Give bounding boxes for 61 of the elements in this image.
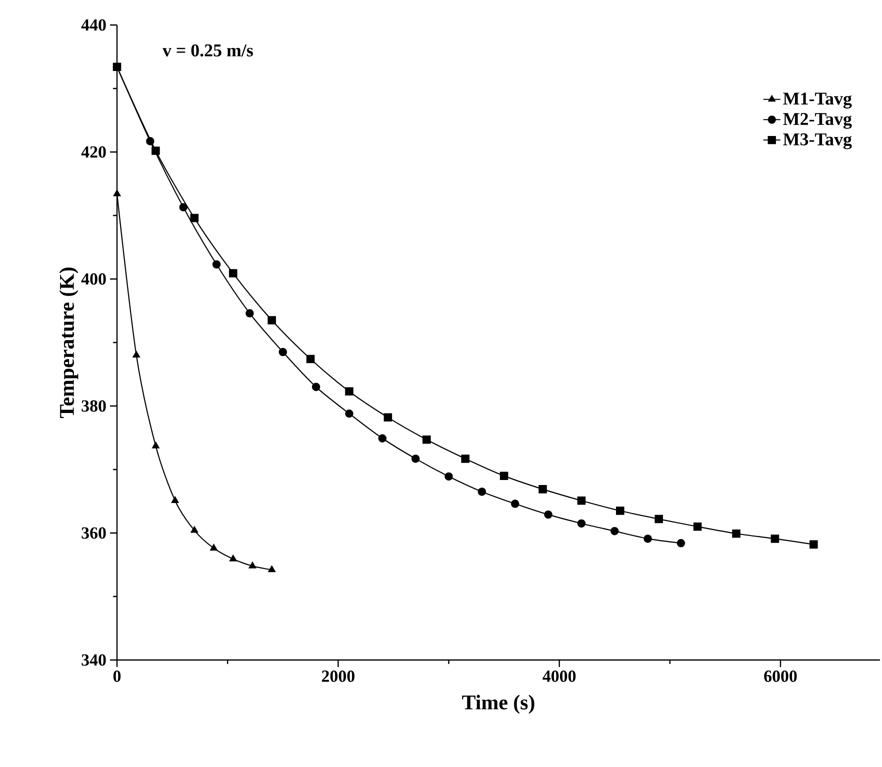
x-tick-label: 6000 — [764, 670, 797, 682]
point — [577, 519, 586, 528]
x-tick-label: 4000 — [542, 670, 576, 682]
legend-label: M2-Tavg — [783, 112, 852, 129]
y-tick-label: 420 — [81, 146, 106, 158]
point — [732, 529, 740, 538]
x-tick-label: 0 — [113, 670, 121, 682]
point — [610, 526, 619, 536]
legend-label: M1-Tavg — [783, 92, 852, 108]
point — [461, 454, 470, 463]
point — [644, 534, 652, 543]
point — [538, 485, 547, 494]
y-tick-label: 340 — [82, 654, 106, 666]
point — [478, 488, 486, 496]
y-tick-label: 360 — [82, 527, 106, 539]
point — [384, 413, 392, 422]
point — [248, 562, 256, 568]
point — [112, 62, 122, 72]
point — [770, 534, 780, 543]
point — [510, 500, 520, 508]
point — [422, 436, 431, 444]
point — [246, 309, 254, 318]
point — [152, 146, 160, 155]
point — [152, 442, 160, 448]
point — [577, 496, 586, 505]
point — [190, 526, 198, 533]
x-axis-title: Time (s) — [462, 694, 534, 714]
point — [132, 351, 140, 358]
point — [312, 382, 320, 392]
point — [544, 510, 552, 519]
y-tick-label: 440 — [81, 19, 106, 31]
point — [378, 434, 387, 443]
point — [171, 496, 179, 503]
point — [345, 387, 354, 396]
x-tick-label: 2000 — [322, 670, 354, 682]
y-tick-label: 380 — [82, 400, 106, 412]
y-tick-label: 400 — [81, 273, 106, 285]
point — [306, 354, 315, 364]
legend-label: M3-Tavg — [783, 133, 852, 150]
point — [146, 137, 154, 146]
point — [810, 540, 818, 549]
point — [345, 409, 354, 418]
point — [411, 454, 420, 463]
point — [616, 506, 624, 515]
point — [676, 539, 686, 548]
point — [212, 260, 221, 269]
point — [113, 190, 121, 196]
point — [229, 554, 237, 562]
point — [268, 316, 276, 324]
point — [500, 472, 508, 480]
point — [444, 472, 453, 481]
point — [654, 514, 663, 524]
point — [278, 348, 288, 356]
y-axis-title: Temperature (K) — [59, 268, 78, 418]
point — [268, 566, 276, 572]
point — [228, 269, 238, 278]
point — [210, 544, 218, 551]
point — [179, 203, 188, 212]
point — [693, 522, 702, 531]
point — [190, 214, 199, 222]
annotation: v = 0.25 m/s — [162, 44, 253, 57]
